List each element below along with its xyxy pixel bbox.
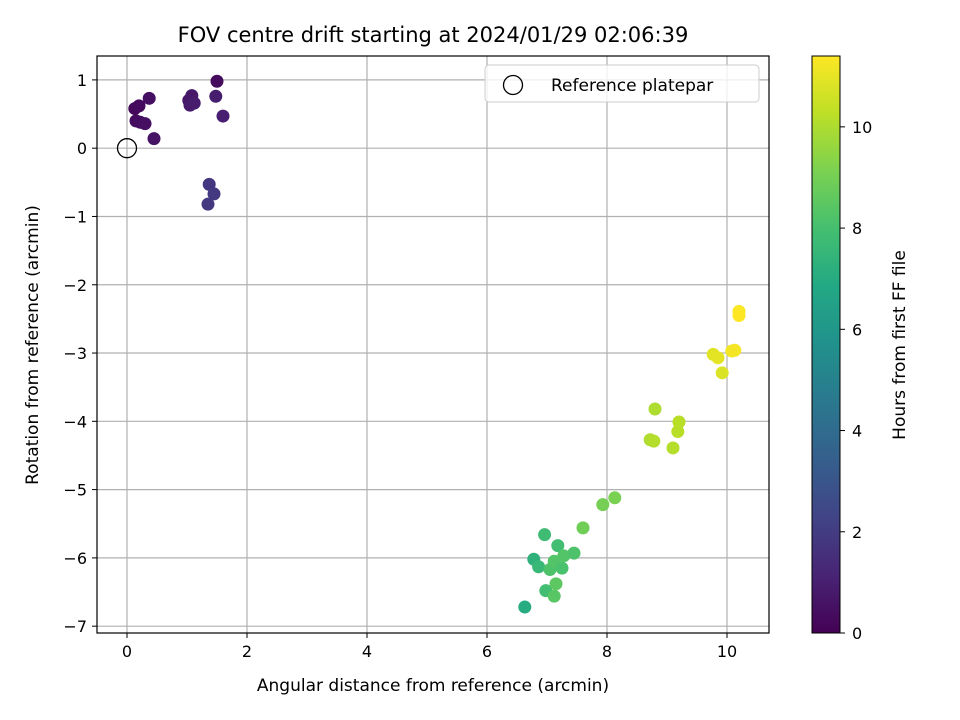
colorbar-tick-label: 8: [852, 219, 862, 238]
x-tick-label: 6: [482, 642, 492, 661]
x-tick-label: 10: [717, 642, 737, 661]
data-point: [728, 343, 742, 357]
data-point: [138, 117, 152, 131]
y-tick-label: −7: [63, 617, 87, 636]
data-point: [532, 560, 546, 574]
colorbar-tick-label: 10: [852, 118, 872, 137]
data-point: [147, 132, 161, 146]
data-point: [671, 425, 685, 439]
plot-frame: [96, 55, 770, 634]
data-point: [555, 561, 569, 575]
data-point: [557, 549, 571, 563]
data-point: [608, 491, 622, 505]
x-tick-label: 4: [362, 642, 372, 661]
y-tick-label: −4: [63, 412, 87, 431]
colorbar-gradient: [811, 55, 841, 634]
data-point: [142, 91, 156, 105]
grid: [97, 56, 769, 633]
y-axis-ticks: 1 0 −1 −2 −3 −4 −5 −6 −7: [63, 71, 97, 636]
colorbar: 0 2 4 6 8 10 Hours from first FF file: [811, 55, 910, 643]
x-axis-label: Angular distance from reference (arcmin): [257, 676, 609, 696]
y-tick-label: −1: [63, 207, 87, 226]
data-point: [132, 99, 146, 113]
x-tick-label: 2: [242, 642, 252, 661]
legend-label-reference: Reference platepar: [551, 76, 713, 96]
colorbar-tick-label: 4: [852, 422, 862, 441]
reference-platepar-marker: [116, 138, 138, 159]
data-point: [210, 74, 224, 88]
legend-marker-reference: [502, 74, 524, 96]
y-tick-label: −5: [63, 481, 87, 500]
colorbar-tick-label: 6: [852, 320, 862, 339]
data-point: [518, 600, 532, 614]
y-tick-label: 1: [77, 71, 87, 90]
data-point: [576, 521, 590, 535]
legend-box: [484, 64, 760, 103]
y-tick-label: 0: [77, 139, 87, 158]
data-point: [672, 415, 686, 429]
data-points: [116, 74, 746, 614]
data-point: [547, 589, 561, 603]
data-point: [596, 498, 610, 512]
y-axis-label: Rotation from reference (arcmin): [23, 205, 43, 485]
data-point: [711, 351, 725, 365]
data-point: [209, 89, 223, 103]
data-point: [538, 528, 552, 542]
x-axis-ticks: 0 2 4 6 8 10: [122, 633, 737, 661]
data-point: [201, 197, 215, 211]
colorbar-tick-label: 2: [852, 523, 862, 542]
y-tick-label: −3: [63, 344, 87, 363]
data-point: [567, 546, 581, 560]
colorbar-ticks: 0 2 4 6 8 10: [840, 118, 872, 643]
x-tick-label: 8: [602, 642, 612, 661]
y-tick-label: −6: [63, 549, 87, 568]
data-point: [732, 308, 746, 322]
data-point: [647, 434, 661, 448]
data-point: [666, 441, 680, 455]
data-point: [187, 96, 201, 110]
data-point: [207, 187, 221, 201]
chart-title: FOV centre drift starting at 2024/01/29 …: [178, 23, 689, 47]
data-point: [715, 366, 729, 380]
data-point: [648, 402, 662, 416]
x-tick-label: 0: [122, 642, 132, 661]
data-point: [551, 539, 565, 553]
legend: Reference platepar: [484, 64, 760, 103]
colorbar-label: Hours from first FF file: [890, 250, 910, 440]
data-point: [216, 109, 230, 123]
data-point: [549, 577, 563, 591]
y-tick-label: −2: [63, 276, 87, 295]
colorbar-tick-label: 0: [852, 624, 862, 643]
